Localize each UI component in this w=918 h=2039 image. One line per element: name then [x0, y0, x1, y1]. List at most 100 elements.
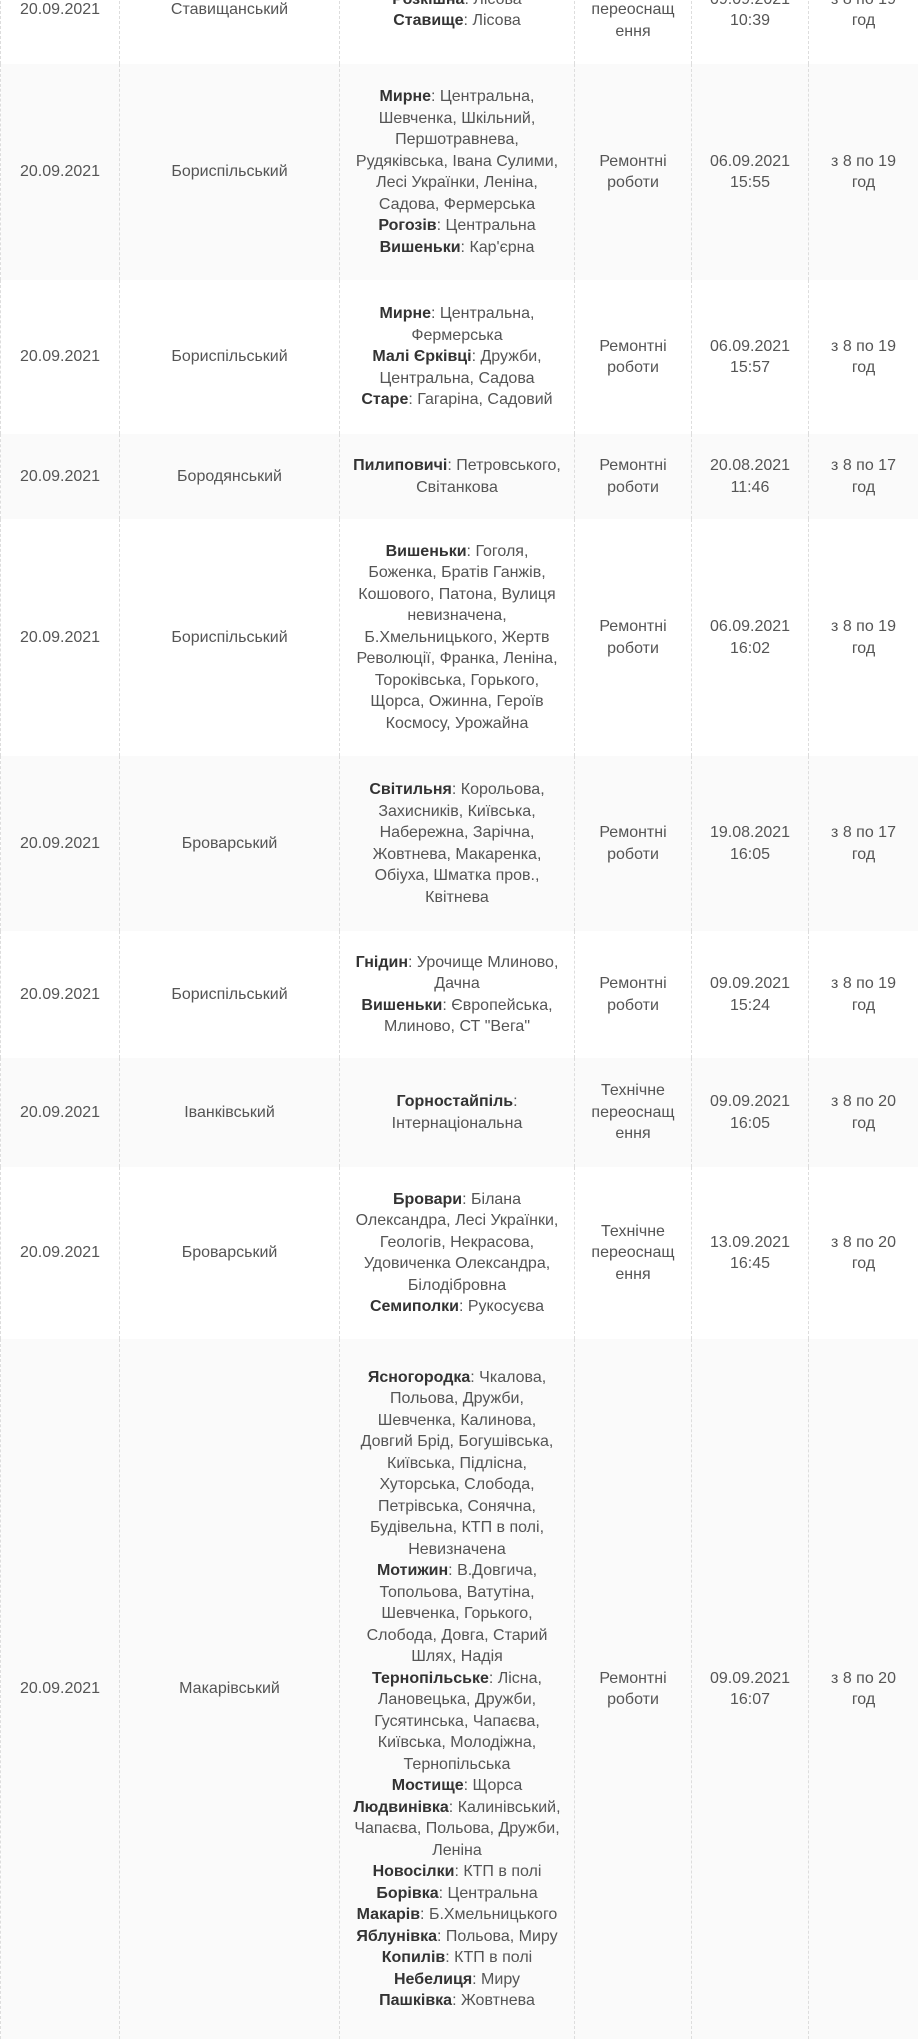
- outage-time: з 8 по 17 год: [809, 756, 918, 931]
- street-list: Гоголя, Боженка, Братів Ганжів, Кошового…: [356, 543, 557, 732]
- settlement-name: Вишеньки: [361, 997, 442, 1014]
- street-list: Лісова: [472, 12, 520, 29]
- created-datetime: 09.09.2021 16:05: [692, 1058, 809, 1167]
- work-type: Ремонтні роботи: [575, 519, 692, 756]
- settlement-streets: Вишеньки: Гоголя, Боженка, Братів Ганжів…: [350, 541, 564, 735]
- settlement-name: Рогозів: [378, 217, 436, 234]
- settlement-name: Яблунівка: [356, 1928, 437, 1945]
- outage-time: з 8 по 19 год: [809, 0, 918, 64]
- street-list: Жовтнева: [461, 1992, 535, 2009]
- settlement-streets: Новосілки: КТП в полі: [350, 1861, 564, 1883]
- outage-date: 20.09.2021: [1, 64, 120, 280]
- streets-cell: Пилиповичі: Петровського, Світанкова: [340, 434, 575, 519]
- settlement-streets: Бровари: Білана Олександра, Лесі Українк…: [350, 1189, 564, 1297]
- outage-date: 20.09.2021: [1, 0, 120, 64]
- outage-date: 20.09.2021: [1, 434, 120, 519]
- outage-time: з 8 по 19 год: [809, 519, 918, 756]
- street-list: Центральна: [446, 217, 536, 234]
- street-list: КТП в полі: [454, 1949, 532, 1966]
- outage-time: з 8 по 20 год: [809, 1058, 918, 1167]
- street-list: Лісова: [473, 0, 521, 8]
- street-list: Рукосуєва: [468, 1298, 544, 1315]
- table-row: 20.09.2021СтавищанськийРозкішна: ЛісоваС…: [1, 0, 918, 64]
- settlement-name: Вишеньки: [380, 239, 461, 256]
- settlement-name: Ясногородка: [368, 1369, 470, 1386]
- street-list: Центральна: [448, 1885, 538, 1902]
- settlement-streets: Макарів: Б.Хмельницького: [350, 1904, 564, 1926]
- settlement-name: Мостище: [392, 1777, 464, 1794]
- settlement-streets: Пилиповичі: Петровського, Світанкова: [350, 455, 564, 498]
- work-type: Ремонтні роботи: [575, 756, 692, 931]
- settlement-streets: Копилів: КТП в полі: [350, 1947, 564, 1969]
- created-datetime: 13.09.2021 16:45: [692, 1167, 809, 1339]
- street-list: Щорса: [473, 1777, 523, 1794]
- settlement-streets: Розкішна: Лісова: [350, 0, 564, 10]
- district: Броварський: [120, 756, 340, 931]
- work-type: Ремонтні роботи: [575, 280, 692, 434]
- settlement-streets: Людвинівка: Калинівський, Чапаєва, Польо…: [350, 1797, 564, 1862]
- settlement-name: Ставище: [393, 12, 463, 29]
- settlement-streets: Яблунівка: Польова, Миру: [350, 1926, 564, 1948]
- outage-time: з 8 по 19 год: [809, 931, 918, 1058]
- streets-cell: Розкішна: ЛісоваСтавище: Лісова: [340, 0, 575, 64]
- created-datetime: 19.08.2021 16:05: [692, 756, 809, 931]
- streets-cell: Світильня: Корольова, Захисників, Київсь…: [340, 756, 575, 931]
- settlement-name: Бровари: [393, 1191, 462, 1208]
- work-type: Технічне переоснащ ення: [575, 1058, 692, 1167]
- settlement-streets: Небелиця: Миру: [350, 1969, 564, 1991]
- settlement-name: Семиполки: [370, 1298, 459, 1315]
- outage-date: 20.09.2021: [1, 1058, 120, 1167]
- district: Бориспільський: [120, 280, 340, 434]
- outage-time: з 8 по 17 год: [809, 434, 918, 519]
- settlement-name: Вишеньки: [386, 543, 467, 560]
- settlement-streets: Вишеньки: Європейська, Млиново, СТ "Вега…: [350, 995, 564, 1038]
- settlement-name: Небелиця: [394, 1971, 472, 1988]
- outage-date: 20.09.2021: [1, 1339, 120, 2039]
- work-type: Ремонтні роботи: [575, 931, 692, 1058]
- streets-cell: Бровари: Білана Олександра, Лесі Українк…: [340, 1167, 575, 1339]
- settlement-streets: Пашківка: Жовтнева: [350, 1990, 564, 2012]
- created-datetime: 09.09.2021 10:39: [692, 0, 809, 64]
- street-list: Урочище Млиново, Дачна: [417, 954, 559, 993]
- outage-time: з 8 по 19 год: [809, 64, 918, 280]
- settlement-streets: Ставище: Лісова: [350, 10, 564, 32]
- settlement-name: Людвинівка: [353, 1799, 448, 1816]
- street-list: Гагаріна, Садовий: [417, 391, 552, 408]
- settlement-streets: Семиполки: Рукосуєва: [350, 1296, 564, 1318]
- street-list: КТП в полі: [463, 1863, 541, 1880]
- district: Бориспільський: [120, 931, 340, 1058]
- district: Бориспільський: [120, 519, 340, 756]
- settlement-streets: Мирне: Центральна, Фермерська: [350, 303, 564, 346]
- work-type: Ремонтні роботи: [575, 64, 692, 280]
- settlement-name: Розкішна: [392, 0, 464, 8]
- settlement-name: Тернопільське: [372, 1670, 489, 1687]
- street-list: Чкалова, Польова, Дружби, Шевченка, Кали…: [361, 1369, 554, 1558]
- district: Броварський: [120, 1167, 340, 1339]
- outage-date: 20.09.2021: [1, 280, 120, 434]
- settlement-streets: Борівка: Центральна: [350, 1883, 564, 1905]
- outage-date: 20.09.2021: [1, 756, 120, 931]
- created-datetime: 09.09.2021 16:07: [692, 1339, 809, 2039]
- settlement-name: Старе: [361, 391, 408, 408]
- settlement-name: Мирне: [380, 305, 432, 322]
- created-datetime: 06.09.2021 15:57: [692, 280, 809, 434]
- work-type: Ремонтні роботи: [575, 1339, 692, 2039]
- settlement-streets: Вишеньки: Кар'єрна: [350, 237, 564, 259]
- street-list: Корольова, Захисників, Київська, Набереж…: [373, 781, 545, 906]
- created-datetime: 06.09.2021 16:02: [692, 519, 809, 756]
- outage-date: 20.09.2021: [1, 931, 120, 1058]
- settlement-name: Мирне: [380, 88, 432, 105]
- street-list: Миру: [481, 1971, 520, 1988]
- streets-cell: Ясногородка: Чкалова, Польова, Дружби, Ш…: [340, 1339, 575, 2039]
- work-type: Технічне переоснащ ення: [575, 1167, 692, 1339]
- settlement-streets: Горностайпіль: Інтернаціональна: [350, 1091, 564, 1134]
